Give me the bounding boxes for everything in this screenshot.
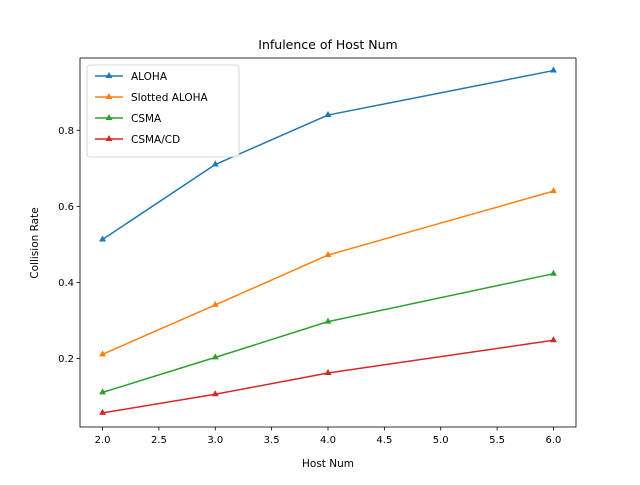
series-group <box>99 66 557 415</box>
series-line-slotted-aloha <box>102 190 554 356</box>
chart-title: Infulence of Host Num <box>258 37 397 52</box>
series-line-csma <box>102 272 554 394</box>
axes: 2.0 2.5 3.0 3.5 4.0 4.5 5.0 5.5 6.0 0.2 0.4 0.6 0.8 <box>58 57 577 446</box>
legend-entry-csma-cd: CSMA/CD <box>95 134 180 146</box>
x-tick-label: 2.0 <box>95 435 111 446</box>
series-aloha <box>99 66 557 242</box>
data-point-csma <box>211 353 219 360</box>
data-point-aloha <box>99 235 107 242</box>
legend-label: CSMA <box>131 113 162 125</box>
legend-label: Slotted ALOHA <box>131 92 209 104</box>
data-point-slotted-aloha <box>549 187 557 194</box>
data-point-slotted-aloha <box>99 350 107 357</box>
y-axis-label: Collision Rate <box>29 207 41 278</box>
x-tick-label: 5.5 <box>489 435 505 446</box>
series-slotted-aloha <box>99 187 557 357</box>
legend-label: CSMA/CD <box>131 134 180 146</box>
legend-entry-slotted-aloha: Slotted ALOHA <box>95 92 209 104</box>
series-csma-cd <box>99 336 557 415</box>
data-point-csma-cd <box>324 368 332 375</box>
x-axis-label: Host Num <box>302 458 354 470</box>
x-tick-label: 3.0 <box>207 435 223 446</box>
series-line-csma-cd <box>102 339 554 414</box>
data-point-csma-cd <box>211 390 219 397</box>
data-point-csma <box>99 388 107 395</box>
data-point-aloha <box>549 66 557 73</box>
data-point-aloha <box>324 111 332 118</box>
data-point-slotted-aloha <box>324 251 332 258</box>
x-tick-label: 3.5 <box>264 435 280 446</box>
data-point-aloha <box>211 160 219 167</box>
y-tick-label: 0.2 <box>58 354 74 365</box>
legend-entry-csma: CSMA <box>95 113 162 125</box>
y-tick-label: 0.4 <box>58 278 74 289</box>
y-tick-label: 0.6 <box>58 202 74 213</box>
series-csma <box>99 269 557 395</box>
legend-entry-aloha: ALOHA <box>95 71 168 83</box>
data-point-csma-cd <box>549 336 557 343</box>
legend-swatch-marker <box>105 114 113 120</box>
x-tick-label: 5.0 <box>433 435 449 446</box>
legend: ALOHA Slotted ALOHA CSMA CSMA/CD <box>86 64 240 158</box>
x-tick-label: 6.0 <box>546 435 562 446</box>
y-tick-label: 0.8 <box>58 126 74 137</box>
legend-swatch-marker <box>105 72 113 78</box>
x-tick-label: 2.5 <box>151 435 167 446</box>
series-line-aloha <box>102 69 554 241</box>
legend-box <box>86 64 240 158</box>
x-tick-label: 4.5 <box>376 435 392 446</box>
data-point-slotted-aloha <box>211 300 219 307</box>
data-point-csma <box>324 317 332 324</box>
x-tick-label: 4.0 <box>320 435 336 446</box>
data-point-csma <box>549 269 557 276</box>
legend-swatch-marker <box>105 93 113 99</box>
legend-label: ALOHA <box>131 71 168 83</box>
legend-swatch-marker <box>105 135 113 141</box>
data-point-csma-cd <box>99 408 107 415</box>
